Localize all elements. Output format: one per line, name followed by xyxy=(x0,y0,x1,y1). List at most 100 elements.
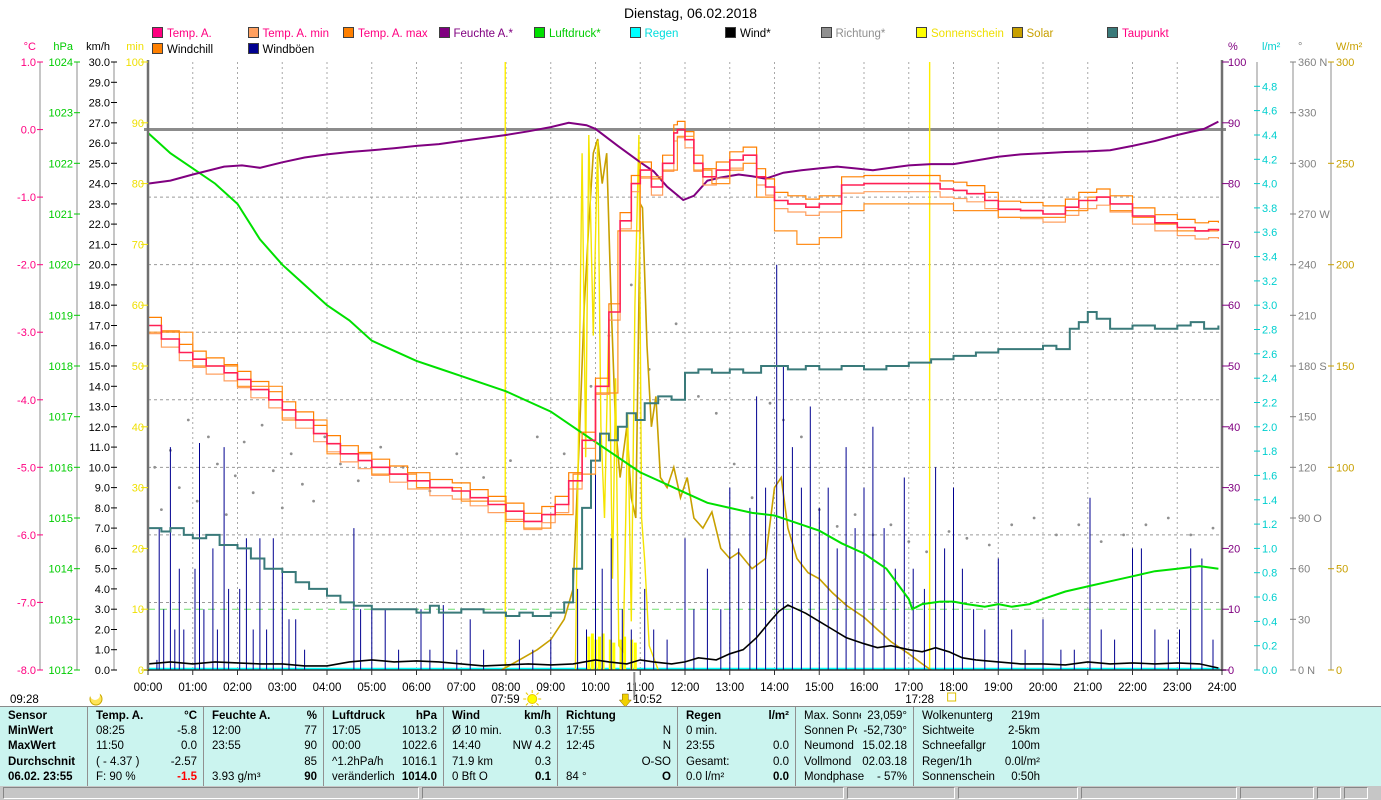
table-cell: Mondphase - 57% xyxy=(804,770,907,783)
svg-text:300: 300 xyxy=(1336,57,1354,69)
svg-text:1.0: 1.0 xyxy=(21,57,36,69)
table-column-info-1: Max. Sonnen23,059° Sonnen Pos-52,730° Neum… xyxy=(795,707,913,786)
svg-text:80: 80 xyxy=(132,179,144,191)
svg-text:21:00: 21:00 xyxy=(1073,682,1102,694)
svg-text:2.2: 2.2 xyxy=(1262,398,1277,410)
moonset-time: 10:52 xyxy=(633,694,662,706)
svg-text:26.0: 26.0 xyxy=(89,138,110,150)
legend-swatch-regen xyxy=(629,27,641,38)
table-cell: 14:40 NW 4.2 xyxy=(452,740,551,753)
table-cell: Richtung xyxy=(566,710,616,722)
table-column-wind: Wind km/h Ø 10 min. 0.3 14:40 NW 4.2 71.9 km 0.… xyxy=(443,707,557,786)
legend-item-taupunkt: Taupunkt xyxy=(1107,27,1169,40)
svg-text:°: ° xyxy=(1298,41,1302,53)
svg-text:2.0: 2.0 xyxy=(95,625,110,637)
svg-text:6.0: 6.0 xyxy=(95,543,110,555)
series-wind xyxy=(147,604,1219,669)
table-cell: Max. Sonnen23,059° xyxy=(804,710,907,722)
legend-label: Windchill xyxy=(167,44,214,56)
axis-wind: km/h 30.0 29.0 28.0 27.0 26.0 25.0 24.0 23.0 22.0… xyxy=(86,41,117,677)
svg-text:40: 40 xyxy=(1228,422,1240,434)
svg-text:1.4: 1.4 xyxy=(1262,495,1277,507)
svg-text:18.0: 18.0 xyxy=(89,300,110,312)
table-cell: ^1.2hPa/h 1016.1 xyxy=(332,755,437,768)
table-cell: 71.9 km 0.3 xyxy=(452,755,551,768)
table-column-sensor: Sensor MinWert MaxWert Durchschnitt 06.02. 2… xyxy=(0,707,87,786)
sunset-square-icon xyxy=(947,692,957,702)
axis-solar: W/m² 300 250 200 150 100 50 0 xyxy=(1328,41,1363,677)
svg-text:70: 70 xyxy=(1228,239,1240,251)
svg-text:°C: °C xyxy=(24,41,36,53)
svg-text:-3.0: -3.0 xyxy=(17,327,36,339)
table-cell: Wolkenunterg 219m xyxy=(922,710,1040,722)
table-cell: Neumond 15.02.18 xyxy=(804,740,907,753)
svg-text:0.8: 0.8 xyxy=(1262,568,1277,580)
svg-text:2.4: 2.4 xyxy=(1262,373,1277,385)
svg-text:1012: 1012 xyxy=(49,665,73,677)
table-cell: 08:25 -5.8 xyxy=(96,725,197,738)
svg-text:22.0: 22.0 xyxy=(89,219,110,231)
svg-text:250: 250 xyxy=(1336,158,1354,170)
axis-press: hPa 1024 1023 1022 1021 1020 1019 1018 1017 1016 1… xyxy=(49,41,80,677)
table-column-temp-a: Temp. A. °C 08:25 -5.8 11:50 0.0 ( - 4.37 ) -2.… xyxy=(87,707,203,786)
status-panel-4 xyxy=(958,787,1078,799)
status-panel-2 xyxy=(422,787,844,799)
table-cell: Ø 10 min. 0.3 xyxy=(452,725,551,738)
legend-label: Temp. A. min xyxy=(262,28,329,40)
legend-item-temp-a: Temp. A. xyxy=(152,27,212,40)
table-cell: MinWert xyxy=(8,725,54,738)
svg-text:10: 10 xyxy=(132,604,144,616)
table-column-regen: Regen l/m² 0 min. 23:55 0.0 Gesamt: 0.0 0.0 l/m… xyxy=(677,707,795,786)
svg-text:1.8: 1.8 xyxy=(1262,446,1277,458)
svg-text:hPa: hPa xyxy=(53,41,73,53)
svg-text:0 N: 0 N xyxy=(1298,665,1315,677)
legend-swatch-luftdruck xyxy=(534,27,545,38)
svg-text:25.0: 25.0 xyxy=(89,158,110,170)
legend-item-wind: Wind* xyxy=(725,27,771,40)
svg-text:60: 60 xyxy=(132,300,144,312)
axis-dir: ° 360 N 330 300 270 W 240 210 180 S 150 120 90 O 60… xyxy=(1290,41,1330,677)
svg-text:30: 30 xyxy=(1228,483,1240,495)
legend-item-windb-en: Windböen xyxy=(247,43,315,56)
status-bar xyxy=(0,786,1381,800)
svg-text:1023: 1023 xyxy=(49,108,73,120)
svg-text:13:00: 13:00 xyxy=(715,682,744,694)
astro-markers: 09:28 07:59 10:52 17:28 xyxy=(10,672,957,706)
series-temp-a xyxy=(148,128,1220,523)
series-sonnenschein xyxy=(574,134,659,671)
table-column-luftdruck: Luftdruck hPa 17:05 1013.2 00:00 1022.6 ^1.2hP… xyxy=(323,707,443,786)
svg-text:50: 50 xyxy=(1336,564,1348,576)
svg-text:1024: 1024 xyxy=(49,57,73,69)
series-richtung xyxy=(153,283,1215,554)
svg-text:20: 20 xyxy=(132,543,144,555)
svg-text:3.8: 3.8 xyxy=(1262,203,1277,215)
table-column-info-2: Wolkenunterg 219m Sichtweite 2-5km Schneefal… xyxy=(913,707,1381,786)
svg-text:-4.0: -4.0 xyxy=(17,395,36,407)
table-column-richtung: Richtung 17:55 N 12:45 N O-SO 84 ° O xyxy=(557,707,677,786)
svg-text:01:00: 01:00 xyxy=(178,682,207,694)
status-panel-1 xyxy=(3,787,419,799)
table-cell: Sonnen Pos-52,730° xyxy=(804,725,907,738)
svg-text:10.0: 10.0 xyxy=(89,462,110,474)
svg-text:12:00: 12:00 xyxy=(671,682,700,694)
svg-text:0: 0 xyxy=(1228,665,1234,677)
svg-text:24.0: 24.0 xyxy=(89,179,110,191)
svg-text:1015: 1015 xyxy=(49,513,73,525)
svg-text:0: 0 xyxy=(1336,665,1342,677)
svg-text:10: 10 xyxy=(1228,604,1240,616)
status-panel-3 xyxy=(847,787,955,799)
svg-text:0.0: 0.0 xyxy=(1262,665,1277,677)
svg-text:1021: 1021 xyxy=(49,209,73,221)
svg-text:03:00: 03:00 xyxy=(268,682,297,694)
svg-text:10:00: 10:00 xyxy=(581,682,610,694)
svg-text:1013: 1013 xyxy=(49,614,73,626)
svg-text:1022: 1022 xyxy=(49,158,73,170)
svg-text:180 S: 180 S xyxy=(1298,361,1327,373)
status-panel-8 xyxy=(1344,787,1368,799)
table-cell: Durchschnitt xyxy=(8,755,75,768)
svg-text:4.8: 4.8 xyxy=(1262,81,1277,93)
legend-label: Windböen xyxy=(262,44,315,56)
legend-swatch-temp-a xyxy=(152,27,163,38)
svg-text:05:00: 05:00 xyxy=(357,682,386,694)
svg-text:12.0: 12.0 xyxy=(89,422,110,434)
